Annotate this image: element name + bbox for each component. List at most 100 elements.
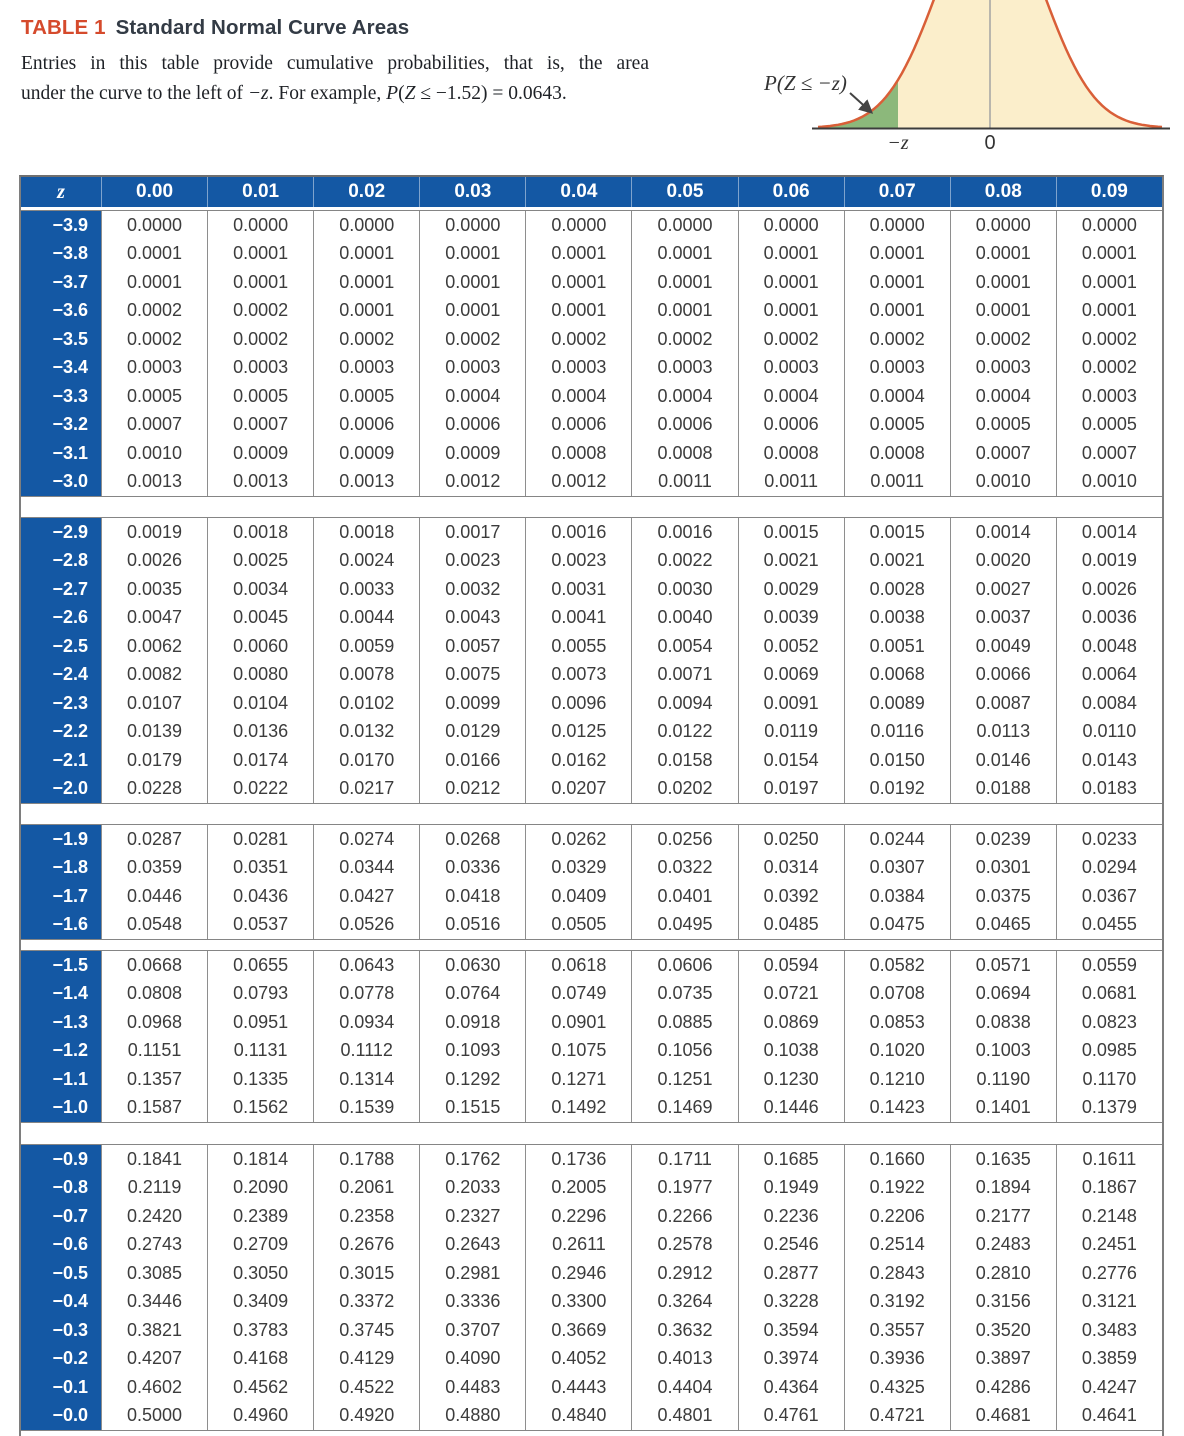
probability-cell: 0.0465 — [949, 910, 1056, 939]
table-row: −1.1 0.1357 0.1335 0.1314 0.1292 0.1271 0.1251… — [21, 1065, 1162, 1094]
probability-cell: 0.0001 — [949, 268, 1056, 297]
probability-cell: 0.1314 — [313, 1065, 419, 1094]
probability-cell: 0.0125 — [525, 717, 631, 746]
z-value-cell: −3.5 — [21, 325, 101, 354]
probability-cell: 0.0934 — [313, 1008, 419, 1037]
probability-cell: 0.2643 — [419, 1230, 525, 1259]
probability-cell: 0.2743 — [101, 1230, 207, 1259]
table-row: −0.3 0.3821 0.3783 0.3745 0.3707 0.3669 0.3632… — [21, 1316, 1162, 1345]
probability-cell: 0.1038 — [737, 1036, 844, 1065]
probability-cell: 0.0010 — [1055, 467, 1162, 496]
probability-cell: 0.0001 — [525, 296, 631, 325]
probability-cell: 0.0392 — [737, 882, 844, 911]
probability-cell: 0.0708 — [843, 979, 950, 1008]
probability-cell: 0.5000 — [101, 1401, 207, 1430]
probability-cell: 0.0256 — [631, 825, 737, 854]
probability-cell: 0.0823 — [1055, 1008, 1162, 1037]
probability-cell: 0.0005 — [1055, 410, 1162, 439]
probability-cell: 0.1587 — [101, 1093, 207, 1122]
table-row: −0.6 0.2743 0.2709 0.2676 0.2643 0.2611 0.2578… — [21, 1230, 1162, 1259]
probability-cell: 0.2148 — [1055, 1202, 1162, 1231]
probability-cell: 0.3897 — [949, 1344, 1056, 1373]
probability-cell: 0.0084 — [1055, 689, 1162, 718]
probability-cell: 0.1190 — [949, 1065, 1056, 1094]
probability-cell: 0.0016 — [525, 518, 631, 547]
probability-cell: 0.0116 — [843, 717, 950, 746]
probability-cell: 0.0011 — [843, 467, 950, 496]
table-row: −1.9 0.0287 0.0281 0.0274 0.0268 0.0262 0.0256… — [21, 825, 1162, 854]
probability-cell: 0.1867 — [1055, 1173, 1162, 1202]
probability-cell: 0.0001 — [207, 268, 313, 297]
table-row: −3.0 0.0013 0.0013 0.0013 0.0012 0.0012 0.0011… — [21, 467, 1162, 496]
probability-cell: 0.4721 — [843, 1401, 950, 1430]
table-row: −3.7 0.0001 0.0001 0.0001 0.0001 0.0001 0.0001… — [21, 268, 1162, 297]
probability-cell: 0.0013 — [313, 467, 419, 496]
table-row: −2.7 0.0035 0.0034 0.0033 0.0032 0.0031 0.0030… — [21, 575, 1162, 604]
probability-cell: 0.4920 — [313, 1401, 419, 1430]
probability-cell: 0.4681 — [949, 1401, 1056, 1430]
probability-cell: 0.0069 — [737, 660, 844, 689]
probability-cell: 0.0014 — [1055, 518, 1162, 547]
probability-cell: 0.0000 — [101, 211, 207, 240]
probability-cell: 0.0001 — [737, 296, 844, 325]
z-table-header: z 0.00 0.01 0.02 0.03 0.04 0.05 0.06 0.07 0.08 0.0… — [21, 177, 1162, 207]
row-group: −0.9 0.1841 0.1814 0.1788 0.1762 0.1736 0.1711… — [21, 1144, 1162, 1431]
z-value-cell: −3.0 — [21, 467, 101, 496]
probability-cell: 0.0052 — [737, 632, 844, 661]
probability-cell: 0.1423 — [843, 1093, 950, 1122]
probability-cell: 0.0001 — [1055, 268, 1162, 297]
probability-cell: 0.0021 — [737, 546, 844, 575]
probability-cell: 0.2810 — [949, 1259, 1056, 1288]
probability-cell: 0.0559 — [1055, 951, 1162, 980]
table-row: −3.4 0.0003 0.0003 0.0003 0.0003 0.0003 0.0003… — [21, 353, 1162, 382]
probability-cell: 0.4602 — [101, 1373, 207, 1402]
probability-cell: 0.0003 — [631, 353, 737, 382]
probability-cell: 0.3483 — [1055, 1316, 1162, 1345]
table-row: −2.1 0.0179 0.0174 0.0170 0.0166 0.0162 0.0158… — [21, 746, 1162, 775]
probability-cell: 0.0188 — [949, 774, 1056, 803]
probability-cell: 0.0985 — [1055, 1036, 1162, 1065]
probability-cell: 0.0054 — [631, 632, 737, 661]
probability-cell: 0.2033 — [419, 1173, 525, 1202]
probability-cell: 0.0681 — [1055, 979, 1162, 1008]
column-header: 0.01 — [207, 177, 313, 207]
probability-cell: 0.1814 — [207, 1145, 313, 1174]
probability-cell: 0.3821 — [101, 1316, 207, 1345]
probability-cell: 0.0436 — [207, 882, 313, 911]
probability-cell: 0.1922 — [843, 1173, 950, 1202]
table-row: −3.6 0.0002 0.0002 0.0001 0.0001 0.0001 0.0001… — [21, 296, 1162, 325]
table-title: Standard Normal Curve Areas — [115, 16, 410, 39]
probability-cell: 0.0037 — [949, 603, 1056, 632]
probability-cell: 0.0017 — [419, 518, 525, 547]
probability-cell: 0.0571 — [949, 951, 1056, 980]
table-row: −2.3 0.0107 0.0104 0.0102 0.0099 0.0096 0.0094… — [21, 689, 1162, 718]
probability-cell: 0.0110 — [1055, 717, 1162, 746]
probability-cell: 0.0001 — [843, 239, 950, 268]
row-group: −3.9 0.0000 0.0000 0.0000 0.0000 0.0000 0.0000… — [21, 210, 1162, 497]
probability-cell: 0.0001 — [419, 296, 525, 325]
probability-cell: 0.3085 — [101, 1259, 207, 1288]
probability-cell: 0.0001 — [101, 239, 207, 268]
probability-cell: 0.0007 — [207, 410, 313, 439]
probability-cell: 0.0594 — [737, 951, 844, 980]
probability-cell: 0.0139 — [101, 717, 207, 746]
probability-cell: 0.0351 — [207, 853, 313, 882]
probability-cell: 0.3632 — [631, 1316, 737, 1345]
probability-cell: 0.2578 — [631, 1230, 737, 1259]
probability-cell: 0.1539 — [313, 1093, 419, 1122]
z-value-cell: −3.6 — [21, 296, 101, 325]
probability-cell: 0.2514 — [843, 1230, 950, 1259]
column-header: 0.03 — [419, 177, 525, 207]
z-value-cell: −3.7 — [21, 268, 101, 297]
column-header: 0.05 — [631, 177, 737, 207]
probability-cell: 0.0026 — [1055, 575, 1162, 604]
probability-cell: 0.3192 — [843, 1287, 950, 1316]
probability-cell: 0.0091 — [737, 689, 844, 718]
probability-cell: 0.0154 — [737, 746, 844, 775]
probability-cell: 0.0007 — [949, 439, 1056, 468]
probability-cell: 0.2420 — [101, 1202, 207, 1231]
z-value-cell: −1.3 — [21, 1008, 101, 1037]
table-row: −3.1 0.0010 0.0009 0.0009 0.0009 0.0008 0.0008… — [21, 439, 1162, 468]
probability-cell: 0.0075 — [419, 660, 525, 689]
probability-cell: 0.0051 — [843, 632, 950, 661]
